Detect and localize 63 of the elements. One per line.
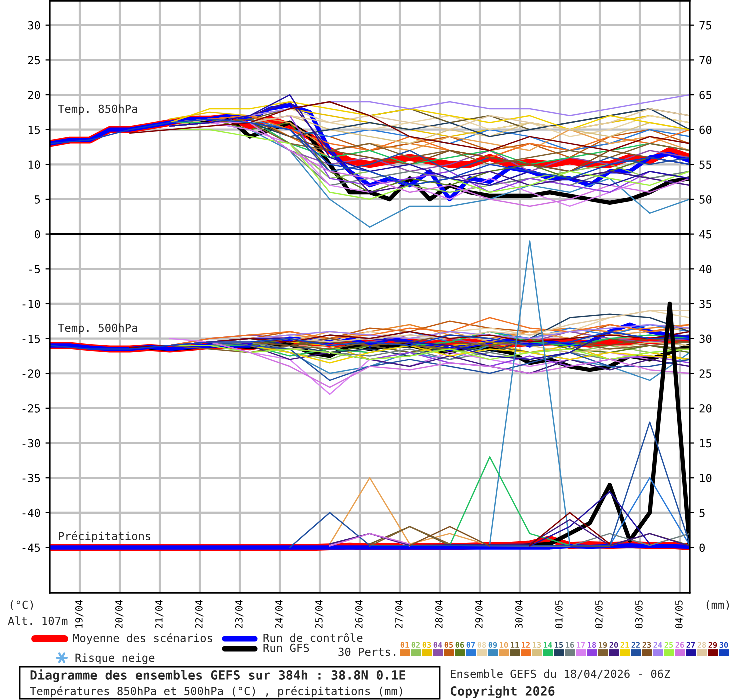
x-tick-label: 01/05 bbox=[555, 600, 564, 629]
y2-tick-label: 60 bbox=[700, 126, 712, 134]
x-tick-label: 22/04 bbox=[195, 600, 204, 628]
y2-tick-label: 15 bbox=[700, 439, 712, 448]
legend-label: Run de contrôle bbox=[264, 633, 363, 642]
text: Diagramme des ensembles GEFS sur 384h : 38.8N 0.1E bbox=[30, 670, 406, 682]
text: Températures 850hPa et 500hPa (°C) , précipitations (mm) bbox=[30, 686, 402, 698]
y-tick-label: -10 bbox=[22, 300, 40, 308]
y2-tick-label: 35 bbox=[700, 300, 712, 308]
y-tick-label: 15 bbox=[28, 126, 40, 134]
y-tick-label: 10 bbox=[28, 160, 40, 170]
x-tick-label: 23/04 bbox=[235, 600, 244, 628]
y2-tick-label: 75 bbox=[700, 22, 712, 30]
y2-tick-label: 70 bbox=[700, 56, 712, 65]
text: Alt. 107m bbox=[8, 616, 68, 626]
y-tick-label: -20 bbox=[22, 370, 40, 378]
y-axis-title: (°C) bbox=[10, 600, 34, 611]
y-tick-label: 30 bbox=[28, 21, 40, 30]
x-tick-label: 27/04 bbox=[395, 600, 404, 628]
y2-tick-label: 5 bbox=[700, 509, 705, 518]
y-tick-label: -25 bbox=[22, 404, 40, 413]
y2-tick-label: 0 bbox=[700, 544, 705, 552]
annotation: Temp. 850hPa bbox=[58, 104, 138, 116]
y2-tick-label: 40 bbox=[700, 265, 712, 274]
y-tick-label: -5 bbox=[30, 265, 40, 274]
y-tick-label: -40 bbox=[22, 508, 40, 518]
annotation: Précipitations bbox=[59, 531, 151, 543]
x-tick-label: 20/04 bbox=[115, 600, 124, 628]
x-tick-label: 02/05 bbox=[595, 600, 604, 629]
y2-tick-label: 25 bbox=[700, 370, 712, 378]
y2-tick-label: 65 bbox=[700, 91, 712, 100]
y-tick-label: -45 bbox=[22, 544, 40, 552]
y-tick-label: 20 bbox=[28, 91, 40, 100]
text: Ensemble GEFS du 18/04/2026 - 06Z bbox=[451, 670, 670, 680]
x-tick-label: 03/05 bbox=[635, 600, 644, 629]
annotation: Temp. 500hPa bbox=[58, 324, 138, 334]
x-tick-label: 28/04 bbox=[435, 600, 444, 628]
y2-tick-label: 50 bbox=[700, 196, 712, 204]
y-tick-label: 25 bbox=[28, 56, 40, 65]
y-tick-label: 5 bbox=[35, 196, 40, 204]
text: Copyright 2026 bbox=[450, 686, 555, 698]
x-tick-label: 29/04 bbox=[475, 600, 484, 628]
x-tick-label: 04/05 bbox=[675, 600, 684, 629]
y2-tick-label: 55 bbox=[700, 160, 712, 170]
x-tick-label: 24/04 bbox=[275, 600, 284, 628]
x-tick-label: 21/04 bbox=[155, 600, 164, 628]
legend-label: Moyenne des scénarios bbox=[73, 633, 212, 645]
y-tick-label: -30 bbox=[22, 439, 40, 448]
text: Risque neige bbox=[76, 654, 155, 664]
y2-tick-label: 20 bbox=[700, 404, 712, 413]
y2-axis-title: (mm) bbox=[706, 600, 730, 611]
y2-tick-label: 45 bbox=[700, 230, 712, 239]
x-tick-label: 19/04 bbox=[75, 600, 84, 628]
x-tick-label: 25/04 bbox=[315, 600, 324, 628]
x-tick-label: 30/04 bbox=[515, 600, 524, 629]
y-tick-label: -15 bbox=[22, 334, 40, 344]
legend-label: Run GFS bbox=[264, 644, 310, 652]
y2-tick-label: 10 bbox=[700, 474, 712, 482]
y-tick-label: 0 bbox=[35, 230, 40, 239]
y-tick-label: -35 bbox=[22, 474, 40, 482]
y2-tick-label: 30 bbox=[700, 334, 712, 344]
text: 30 Perts. bbox=[338, 648, 396, 656]
x-tick-label: 26/04 bbox=[355, 600, 364, 628]
